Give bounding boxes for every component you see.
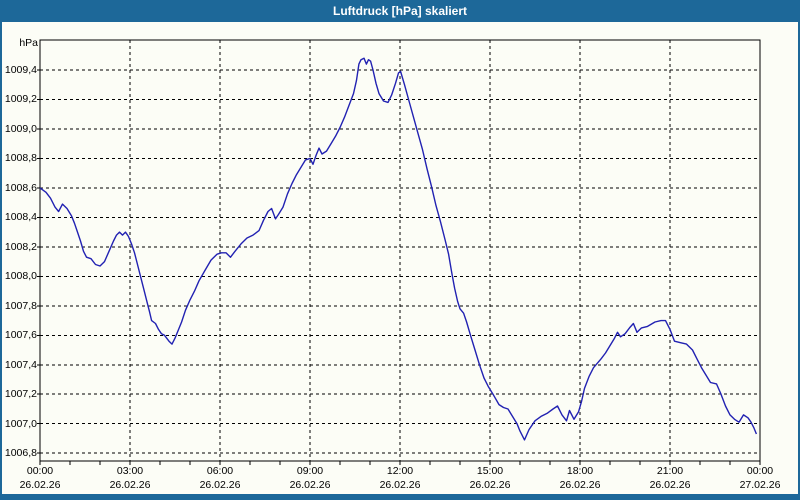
x-tick-time-label: 06:00 (206, 465, 234, 477)
window-titlebar: Luftdruck [hPa] skaliert (0, 0, 800, 22)
y-tick-label: 1008,4 (4, 211, 37, 224)
y-tick-label: 1008,0 (4, 270, 37, 283)
x-tick-date-label: 26.02.26 (19, 479, 61, 491)
y-tick-label: 1007,6 (4, 329, 37, 342)
y-tick-label: 1008,8 (4, 152, 37, 165)
x-tick-date-label: 26.02.26 (199, 479, 241, 491)
y-tick-label: 1008,2 (4, 240, 37, 253)
x-tick-time-label: 03:00 (116, 465, 144, 477)
y-tick-label: 1008,6 (4, 181, 37, 194)
x-tick-time-label: 00:00 (746, 465, 774, 477)
window-title: Luftdruck [hPa] skaliert (332, 4, 468, 18)
x-tick-time-label: 12:00 (386, 465, 414, 477)
y-tick-label: 1007,8 (4, 299, 37, 312)
x-tick-date-label: 26.02.26 (379, 479, 421, 491)
y-tick-label: 1006,8 (4, 447, 37, 460)
x-tick-time-label: 21:00 (656, 465, 684, 477)
x-tick-date-label: 26.02.26 (109, 479, 151, 491)
x-tick-date-label: 26.02.26 (469, 479, 511, 491)
x-tick-time-label: 09:00 (296, 465, 324, 477)
x-tick-time-label: 18:00 (566, 465, 594, 477)
x-tick-date-label: 27.02.26 (739, 479, 781, 491)
y-tick-label: 1009,4 (4, 64, 37, 76)
y-tick-label: 1007,2 (4, 388, 37, 401)
y-tick-label: 1007,0 (4, 417, 37, 430)
x-tick-date-label: 26.02.26 (649, 479, 691, 491)
y-tick-label: 1009,2 (4, 93, 37, 106)
y-axis-unit-label: hPa (19, 37, 38, 49)
x-tick-time-label: 15:00 (476, 465, 504, 477)
y-tick-label: 1009,0 (4, 122, 37, 135)
chart-canvas (2, 22, 798, 494)
x-tick-date-label: 26.02.26 (559, 479, 601, 491)
y-tick-label: 1007,4 (4, 358, 37, 371)
x-tick-time-label: 00:00 (26, 465, 54, 477)
x-tick-date-label: 26.02.26 (289, 479, 331, 491)
